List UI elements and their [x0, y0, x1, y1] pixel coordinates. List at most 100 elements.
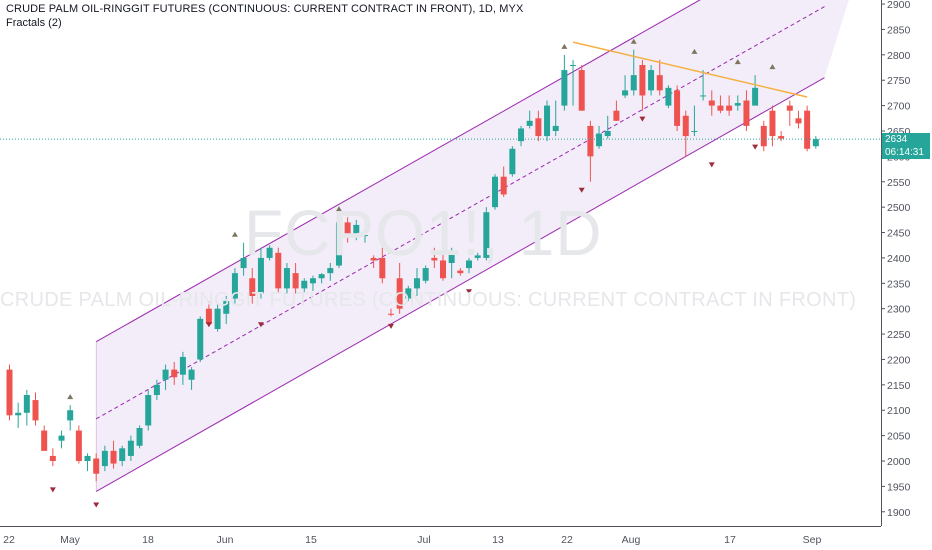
candle-body [396, 278, 403, 309]
candle-body [405, 288, 412, 299]
candle [578, 64, 585, 111]
candle-body [197, 318, 204, 360]
candle-body [492, 176, 499, 208]
candle-body [413, 278, 420, 289]
candle [301, 278, 308, 294]
candle [786, 100, 793, 126]
candle-body [292, 273, 299, 289]
candle-body [422, 268, 429, 281]
candle [743, 90, 750, 131]
price-tick-label: 1950 [887, 481, 911, 493]
candle-body [353, 224, 360, 238]
candle [171, 362, 178, 385]
price-tick-label: 2850 [887, 24, 911, 36]
candle-body [335, 222, 342, 266]
candle-body [639, 64, 646, 96]
channel-lower-line[interactable] [95, 77, 825, 492]
candle [413, 268, 420, 297]
fractal-down-marker [49, 487, 56, 493]
price-axis-bg [881, 0, 932, 550]
candle-body [240, 257, 247, 269]
time-tick-label: 18 [142, 534, 154, 546]
candle [812, 136, 819, 149]
candle-body [379, 257, 386, 279]
price-tick-label: 2750 [887, 75, 911, 87]
time-axis[interactable]: 22 May 18 Jun 15 Jul 13 22 Aug 17 Sep [0, 526, 881, 550]
candle [552, 100, 559, 137]
candle-body [231, 273, 238, 299]
candle-body [778, 136, 785, 139]
candle [509, 146, 516, 177]
candle [604, 115, 611, 139]
candle [656, 59, 663, 96]
fractal-down-marker [466, 289, 473, 295]
candle-body [23, 395, 30, 413]
candle [179, 351, 186, 385]
candle [223, 296, 230, 324]
candle [622, 75, 629, 98]
fractal-up-marker [769, 64, 776, 70]
candle [760, 120, 767, 152]
candle [466, 257, 473, 274]
candle [335, 217, 342, 269]
candle-body [630, 75, 637, 91]
candle-body [804, 110, 811, 149]
candle-body [674, 90, 681, 126]
price-tick-label: 2400 [887, 253, 911, 265]
price-tick-label: 1900 [887, 507, 911, 519]
candle [49, 448, 56, 467]
candle [145, 389, 152, 431]
candle [214, 303, 221, 332]
time-tick-label: Jun [217, 534, 234, 546]
candle [231, 268, 238, 304]
fractal-up-marker [630, 38, 637, 44]
candle [197, 316, 204, 363]
candle-body [327, 268, 334, 274]
resistance-trendline[interactable] [572, 41, 808, 98]
symbol-watermark: FCPO1!, 1D [244, 197, 603, 269]
candle-body [604, 130, 611, 137]
candle-body [387, 313, 394, 315]
candle [752, 75, 759, 106]
price-tick-label: 2200 [887, 354, 911, 366]
candle [266, 245, 273, 261]
candle-body [179, 356, 186, 375]
price-axis[interactable]: 1900 1950 2000 2050 2100 2150 2200 2250 2300 2350… [881, 0, 932, 550]
channel-upper-line[interactable] [95, 0, 746, 343]
channel-fill [96, 0, 849, 492]
candle [283, 263, 290, 294]
candle-body [691, 130, 698, 132]
countdown-tag: 06:14:31 [882, 146, 930, 160]
candle [717, 95, 724, 114]
candle [240, 242, 247, 276]
candle-body [700, 95, 707, 97]
fractal-up-marker [561, 43, 568, 49]
fractal-up-marker [231, 231, 238, 237]
candle-body [518, 128, 525, 142]
candle-body [682, 115, 689, 137]
candle-body [223, 301, 230, 314]
candle [67, 405, 74, 431]
candle [119, 445, 126, 467]
chart-title: CRUDE PALM OIL-RINGGIT FUTURES (CONTINUO… [6, 3, 524, 15]
candle-body [440, 260, 446, 279]
candle [422, 265, 429, 284]
candle-body [526, 120, 533, 126]
price-tick-label: 2050 [887, 431, 911, 443]
parallel-channel[interactable] [95, 0, 881, 492]
candle-body [570, 64, 577, 66]
overlay-lines[interactable] [0, 41, 881, 140]
candle [691, 105, 698, 137]
candle [474, 252, 481, 261]
indicator-label[interactable]: Fractals (2) [6, 17, 62, 29]
candle [500, 166, 507, 197]
candle [570, 59, 577, 106]
candle-body [448, 252, 455, 263]
price-tick-label: 2800 [887, 50, 911, 62]
candle-body [32, 400, 39, 421]
candle-body [266, 247, 273, 258]
candle-body [752, 87, 759, 106]
candle [795, 110, 802, 129]
candle-body [717, 105, 724, 111]
